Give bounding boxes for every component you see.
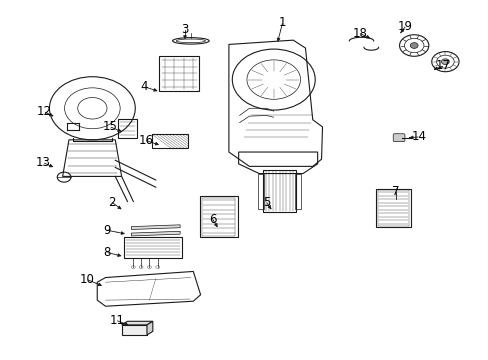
- Text: 7: 7: [391, 185, 399, 198]
- Text: 16: 16: [138, 134, 153, 147]
- Text: 8: 8: [103, 246, 110, 259]
- Bar: [118, 119, 137, 138]
- Text: 17: 17: [435, 59, 450, 72]
- Bar: [263, 170, 296, 212]
- Polygon shape: [131, 225, 180, 229]
- Polygon shape: [122, 321, 153, 325]
- Bar: [295, 174, 301, 209]
- Text: 5: 5: [262, 196, 269, 209]
- Circle shape: [409, 42, 417, 48]
- FancyBboxPatch shape: [392, 134, 404, 141]
- Text: 18: 18: [352, 27, 367, 40]
- Text: 1: 1: [278, 17, 285, 30]
- Text: 15: 15: [103, 121, 118, 134]
- Bar: [122, 325, 147, 335]
- Bar: [199, 196, 237, 237]
- Bar: [159, 56, 199, 91]
- Text: 19: 19: [397, 20, 412, 33]
- Text: 9: 9: [103, 224, 110, 237]
- Text: 2: 2: [108, 196, 115, 209]
- Bar: [258, 174, 264, 209]
- Polygon shape: [131, 231, 180, 236]
- Text: 10: 10: [80, 273, 95, 286]
- Bar: [152, 134, 188, 148]
- Bar: [375, 189, 410, 227]
- Polygon shape: [147, 321, 153, 335]
- Text: 3: 3: [181, 23, 188, 36]
- Text: 6: 6: [209, 213, 216, 226]
- Text: 13: 13: [36, 156, 51, 169]
- Bar: [123, 237, 182, 258]
- Text: 4: 4: [141, 80, 148, 93]
- Bar: [377, 190, 408, 226]
- Text: 12: 12: [37, 105, 52, 118]
- Circle shape: [441, 59, 448, 64]
- Text: 14: 14: [411, 130, 426, 144]
- Text: 11: 11: [109, 314, 124, 327]
- Bar: [202, 198, 235, 235]
